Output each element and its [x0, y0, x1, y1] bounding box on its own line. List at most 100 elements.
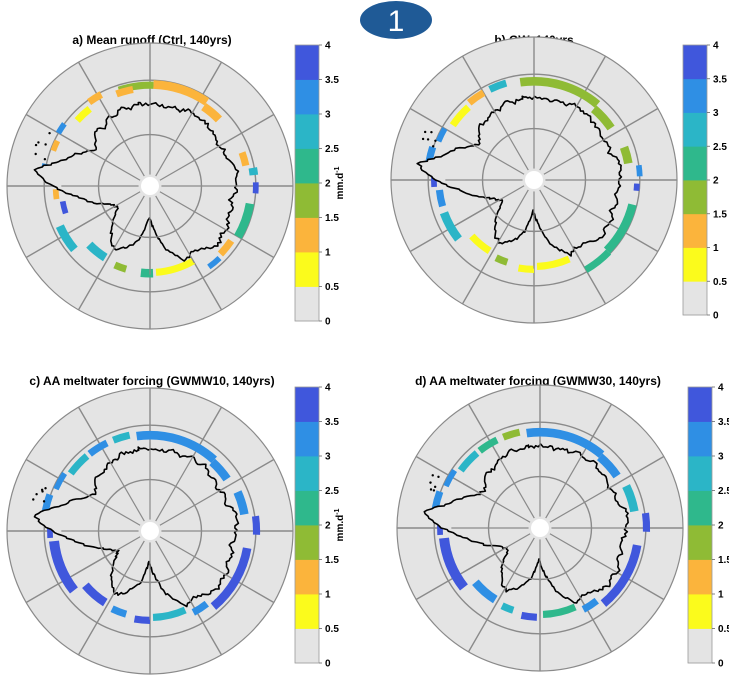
runoff-segment [49, 540, 78, 594]
colorbar-tick-label: 2 [718, 521, 724, 532]
meridian-line [105, 108, 145, 177]
runoff-segment [55, 224, 78, 253]
colorbar-tick-label: 0 [325, 317, 331, 328]
panel-a-title: a) Mean runoff (Ctrl, 140yrs) [72, 33, 231, 47]
island [43, 158, 47, 161]
colorbar-swatch [688, 456, 712, 491]
runoff-segment [74, 105, 92, 123]
runoff-segment [425, 145, 437, 163]
colorbar-tick-label: 3 [325, 110, 331, 121]
island [44, 143, 47, 146]
badge-shape [360, 1, 432, 39]
meridian-line [539, 189, 579, 258]
runoff-segment [517, 264, 534, 273]
pole-hole [525, 171, 543, 189]
runoff-segment [536, 255, 571, 271]
runoff-segment [133, 615, 150, 624]
runoff-segment [439, 537, 468, 591]
runoff-segment [435, 127, 448, 143]
colorbar-swatch [295, 490, 319, 526]
island [423, 130, 427, 134]
runoff-segment [435, 189, 447, 208]
meridian-line [543, 135, 612, 175]
colorbar-tick-label: 1.5 [718, 555, 729, 566]
island [37, 141, 40, 144]
colorbar-tick-label: 4 [325, 41, 331, 52]
island [432, 489, 436, 492]
colorbar-swatch [295, 525, 319, 560]
colorbar-tick-label: 3 [325, 452, 331, 463]
colorbar-swatch [688, 628, 712, 664]
runoff-segment [520, 611, 538, 621]
meridian-line [105, 195, 145, 264]
colorbar-swatch [295, 286, 319, 322]
runoff-segment [153, 80, 210, 106]
runoff-segment [111, 431, 131, 444]
runoff-segment [439, 211, 462, 242]
colorbar-swatch [295, 252, 319, 287]
runoff-segment [87, 439, 109, 457]
meridian-line [489, 189, 529, 258]
panel-c-unit-label: mm.d-1 [334, 508, 346, 541]
runoff-segment [466, 89, 486, 106]
runoff-segment [542, 603, 577, 619]
runoff-segment [67, 453, 90, 476]
panel-a-colorbar: 0 0.5 1 1.5 2 2.5 3 3.5 4 [294, 41, 339, 328]
island [434, 139, 437, 142]
colorbar-tick-label: 2.5 [325, 144, 339, 155]
unit-exp: -1 [334, 166, 341, 172]
colorbar-swatch [683, 281, 707, 316]
colorbar-swatch [295, 148, 319, 184]
meridian-line [159, 141, 228, 181]
meridian-line [545, 537, 585, 606]
colorbar-swatch [688, 525, 712, 560]
colorbar-tick-label: 2.5 [325, 486, 339, 497]
runoff-segment [501, 428, 521, 441]
meridian-line [155, 540, 195, 609]
colorbar-swatch [683, 78, 707, 113]
runoff-segment [86, 91, 104, 106]
meridian-line [539, 102, 579, 171]
runoff-segment [622, 484, 639, 513]
colorbar-swatch [688, 559, 712, 595]
colorbar-tick-label: 3 [713, 108, 719, 119]
colorbar-tick-label: 1 [325, 590, 331, 601]
runoff-segment [494, 254, 509, 266]
runoff-segment [55, 122, 67, 135]
colorbar-tick-label: 0.5 [325, 624, 339, 635]
colorbar-swatch [295, 79, 319, 115]
meridian-line [72, 191, 141, 231]
runoff-segment [488, 79, 508, 93]
meridian-line [495, 450, 535, 519]
panel-number-badge: 1 [360, 1, 432, 39]
runoff-segment [472, 579, 498, 604]
island [421, 137, 425, 141]
panel-d-title: d) AA meltwater forcing (GWMW30, 140yrs) [415, 374, 661, 388]
meridian-line [462, 533, 531, 573]
meridian-line [159, 191, 228, 231]
colorbar-swatch [295, 45, 319, 80]
island [437, 475, 440, 479]
colorbar-swatch [683, 45, 707, 80]
runoff-segment [633, 183, 640, 192]
colorbar-tick-label: 2.5 [713, 142, 727, 153]
pole-hole [531, 519, 549, 537]
island [429, 481, 432, 484]
runoff-segment [519, 77, 601, 108]
panel-c-map [6, 387, 294, 675]
runoff-segment [238, 151, 250, 167]
island [430, 130, 433, 134]
runoff-segment [457, 450, 480, 473]
colorbar-swatch [295, 628, 319, 664]
panel-b: b) GW, 140yrs 00.511.522.533.54 [390, 33, 727, 324]
runoff-segment [110, 605, 128, 618]
colorbar-swatch [295, 421, 319, 457]
runoff-segment [210, 547, 252, 610]
colorbar-tick-label: 0.5 [718, 624, 729, 635]
runoff-segment [113, 261, 128, 273]
island [431, 145, 435, 148]
runoff-segment [251, 515, 261, 535]
colorbar-swatch [683, 213, 707, 248]
colorbar-swatch [295, 387, 319, 422]
runoff-segment [155, 257, 196, 276]
